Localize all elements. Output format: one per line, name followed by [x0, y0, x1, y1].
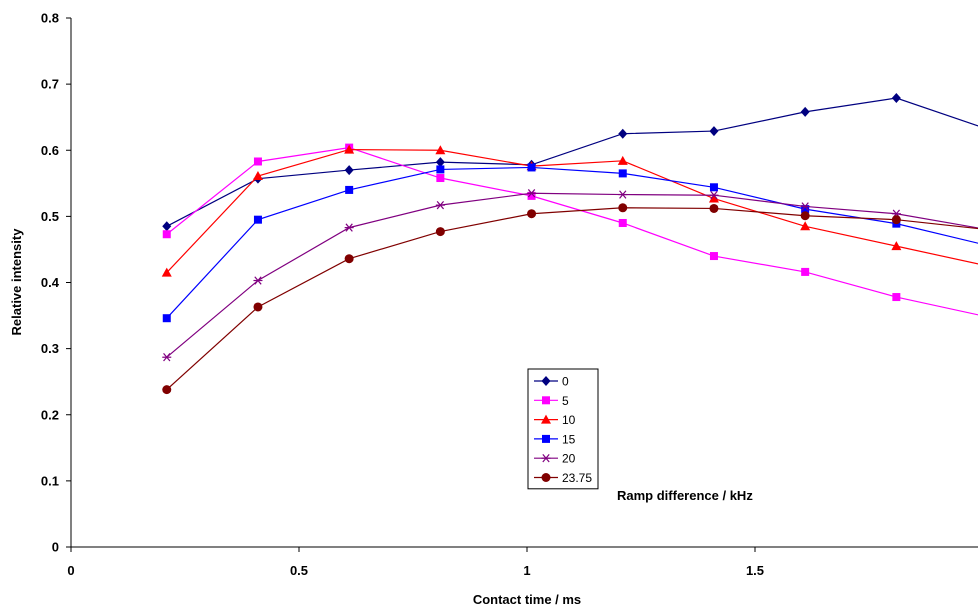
data-point [618, 218, 627, 227]
y-tick-label: 0.5 [41, 209, 59, 224]
legend-label: 23.75 [562, 471, 592, 485]
data-point [344, 254, 354, 264]
data-point [541, 414, 551, 424]
legend-label: 10 [562, 413, 576, 427]
data-point [542, 396, 550, 405]
legend-item: 20 [534, 452, 576, 466]
data-point [162, 221, 172, 232]
y-tick-label: 0.7 [41, 77, 59, 92]
data-point [527, 209, 537, 219]
legend-label: 0 [562, 375, 569, 389]
data-point [800, 211, 810, 221]
data-point [435, 227, 445, 237]
data-point [801, 205, 810, 214]
data-point [253, 276, 263, 285]
series-20 [162, 189, 978, 362]
series-23-75 [162, 203, 978, 395]
data-point [527, 163, 536, 172]
data-point [800, 106, 810, 117]
x-axis-title: Contact time / ms [473, 592, 581, 607]
series-line [166, 192, 978, 358]
data-point [162, 314, 171, 323]
data-point [892, 293, 901, 302]
y-tick-label: 0.4 [41, 275, 60, 290]
data-point [891, 241, 902, 251]
x-tick-label: 0 [67, 563, 74, 578]
data-point [708, 193, 719, 203]
data-point [253, 302, 263, 312]
y-tick-label: 0.6 [41, 143, 59, 158]
data-point [435, 145, 446, 155]
legend-label: 15 [562, 432, 576, 446]
x-tick-label: 0.5 [290, 563, 308, 578]
data-point [345, 185, 354, 194]
data-point [541, 473, 551, 482]
data-point [800, 202, 810, 211]
data-point [618, 203, 628, 213]
legend-item: 5 [534, 394, 569, 408]
data-point [801, 267, 810, 276]
data-point [161, 267, 172, 277]
series-10 [161, 144, 978, 277]
data-point [527, 191, 536, 200]
data-point [527, 189, 537, 198]
data-point [618, 128, 628, 139]
data-point [709, 183, 718, 192]
legend-title: Ramp difference / kHz [617, 488, 753, 503]
y-tick-label: 0.8 [41, 11, 59, 26]
data-point [435, 157, 445, 168]
legend-item: 15 [534, 432, 576, 446]
y-tick-label: 0 [52, 540, 59, 555]
series-line [166, 97, 978, 227]
y-tick-label: 0.1 [41, 473, 59, 488]
data-point [162, 230, 171, 239]
data-point [252, 171, 263, 181]
data-point [891, 93, 901, 104]
series-line [166, 146, 978, 316]
legend-item: 10 [534, 413, 576, 427]
data-point [253, 215, 262, 224]
data-point [162, 353, 172, 362]
y-tick-label: 0.3 [41, 341, 59, 356]
data-point [436, 174, 445, 183]
legend-item: 23.75 [534, 471, 592, 485]
data-point [709, 191, 719, 200]
data-point [541, 454, 551, 463]
legend-label: 20 [562, 452, 576, 466]
series-line [166, 148, 978, 273]
data-point [344, 223, 354, 232]
data-point [436, 165, 445, 174]
data-point [253, 157, 262, 166]
series-line [166, 207, 978, 391]
legend-item: 0 [534, 375, 569, 389]
data-point [435, 200, 445, 210]
x-tick-label: 1 [523, 563, 530, 578]
data-point [709, 252, 718, 261]
data-point [617, 155, 628, 165]
data-point [891, 215, 901, 225]
data-point [800, 221, 811, 231]
y-tick-label: 0.2 [41, 407, 59, 422]
data-point [162, 385, 172, 395]
series-line [166, 166, 978, 319]
series-15 [162, 163, 978, 323]
x-tick-label: 1.5 [746, 563, 764, 578]
legend-label: 5 [562, 394, 569, 408]
legend-box [527, 368, 599, 490]
y-axis-title: Relative intensity [9, 228, 24, 336]
data-point [344, 144, 355, 154]
data-point [542, 434, 550, 443]
data-point [541, 376, 551, 386]
data-point [344, 165, 354, 176]
data-point [618, 169, 627, 178]
data-point [618, 190, 628, 199]
data-point [709, 203, 719, 213]
data-point [709, 126, 719, 137]
